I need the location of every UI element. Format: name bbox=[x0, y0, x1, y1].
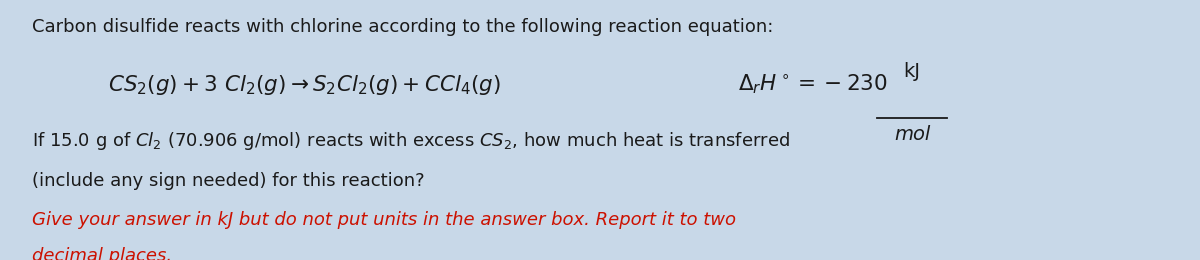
Text: decimal places.: decimal places. bbox=[32, 247, 173, 260]
Text: $\Delta_rH^\circ = -230$: $\Delta_rH^\circ = -230$ bbox=[738, 73, 888, 96]
Text: If 15.0 g of $Cl_2$ (70.906 g/mol) reacts with excess $CS_2$, how much heat is t: If 15.0 g of $Cl_2$ (70.906 g/mol) react… bbox=[32, 130, 791, 152]
Text: $CS_2(g) + 3\ Cl_2(g) \rightarrow S_2Cl_2(g) + CCl_4(g)$: $CS_2(g) + 3\ Cl_2(g) \rightarrow S_2Cl_… bbox=[108, 73, 500, 97]
Text: Carbon disulfide reacts with chlorine according to the following reaction equati: Carbon disulfide reacts with chlorine ac… bbox=[32, 18, 774, 36]
Text: Give your answer in kJ but do not put units in the answer box. Report it to two: Give your answer in kJ but do not put un… bbox=[32, 211, 737, 229]
Text: (include any sign needed) for this reaction?: (include any sign needed) for this react… bbox=[32, 172, 425, 190]
Text: mol: mol bbox=[894, 125, 930, 144]
Text: kJ: kJ bbox=[904, 62, 920, 81]
